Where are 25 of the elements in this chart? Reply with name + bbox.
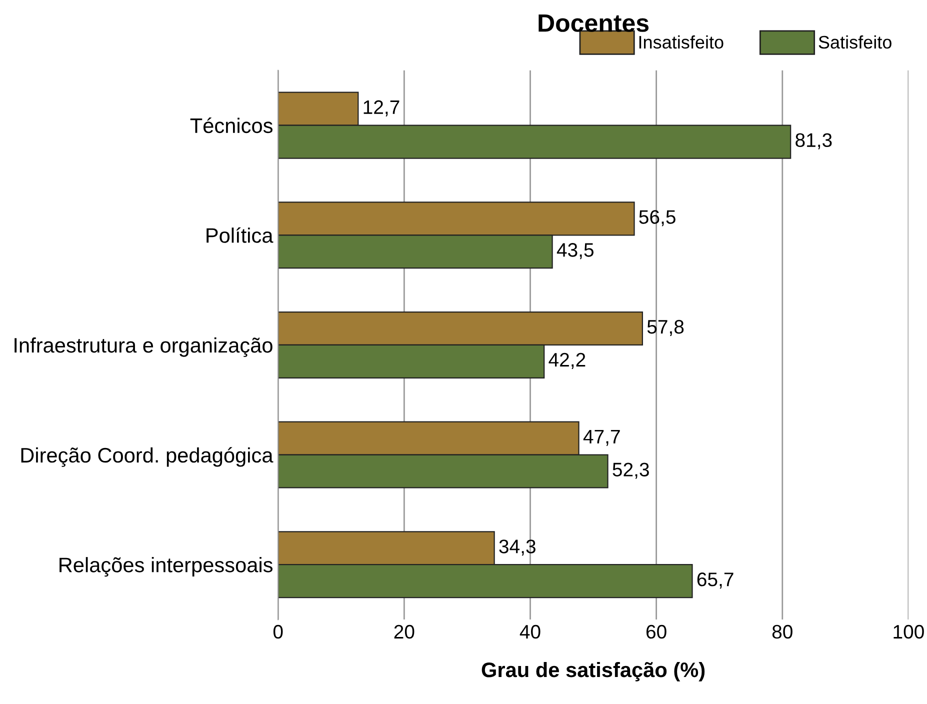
data-label: 34,3 <box>499 540 536 556</box>
data-label: 43,5 <box>556 243 594 260</box>
y-tick-label: Infraestrutura e organização <box>14 337 272 357</box>
y-tick-label: Técnicos <box>190 118 272 134</box>
data-label: 65,7 <box>697 572 734 589</box>
chart-title: Docentes <box>538 14 649 32</box>
data-label: 12,7 <box>364 100 400 116</box>
data-label: 52,3 <box>612 462 649 479</box>
data-label: 81,3 <box>796 133 832 150</box>
data-label: 56,5 <box>639 210 676 226</box>
x-tick-label: 60 <box>646 624 666 639</box>
data-label: 57,8 <box>647 320 684 336</box>
y-tick-label: Política <box>206 227 274 243</box>
data-label: 47,7 <box>583 430 620 446</box>
legend-label: Insatisfeito <box>639 35 724 49</box>
legend-label: Satisfeito <box>818 35 892 49</box>
data-label: 42,2 <box>548 352 586 369</box>
x-axis-title: Grau de satisfação (%) <box>482 662 705 682</box>
x-tick-label: 0 <box>273 624 283 639</box>
y-tick-label: Direção Coord. pedagógica <box>21 447 274 467</box>
x-tick-label: 80 <box>772 624 792 639</box>
x-tick-label: 40 <box>520 624 540 639</box>
x-tick-label: 100 <box>894 624 924 639</box>
x-tick-label: 20 <box>394 624 414 639</box>
y-tick-label: Relações interpessoais <box>60 557 272 577</box>
